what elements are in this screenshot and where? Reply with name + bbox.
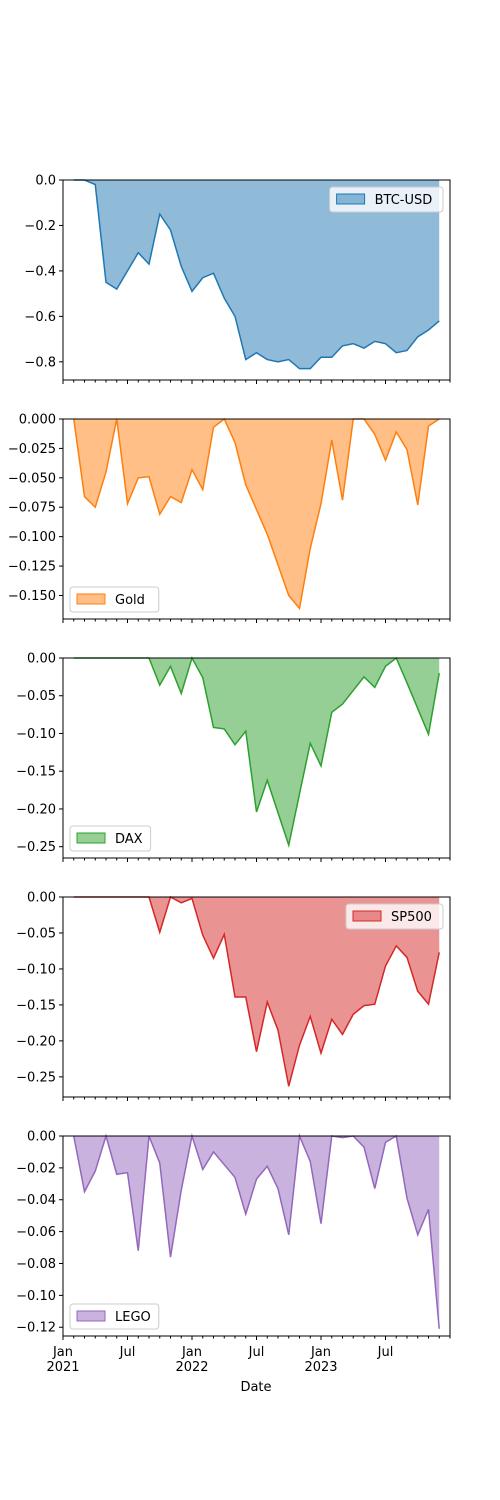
panel-dax: 0.00 −0.05 −0.10 −0.15 −0.20 −0.25 DAX bbox=[16, 652, 451, 862]
y-tick-label: −0.25 bbox=[16, 840, 56, 855]
y-tick-label: −0.8 bbox=[24, 355, 56, 370]
y-tick-label: −0.4 bbox=[24, 264, 56, 279]
y-tick-label: −0.100 bbox=[8, 530, 56, 545]
legend-dax: DAX bbox=[69, 825, 152, 852]
legend-swatch bbox=[76, 593, 106, 605]
legend-swatch bbox=[352, 910, 382, 922]
legend-swatch bbox=[76, 832, 106, 844]
y-tick-label: −0.075 bbox=[8, 501, 56, 516]
line-btc-usd bbox=[73, 179, 440, 370]
x-tick-label: Jul bbox=[119, 1345, 136, 1360]
y-tick-label: −0.10 bbox=[16, 962, 56, 977]
legend-btc-usd: BTC-USD bbox=[329, 186, 444, 213]
panel-lego: 0.00 −0.02 −0.04 −0.06 −0.08 −0.10 −0.12 LEGO bbox=[16, 1130, 451, 1340]
y-tick-label: 0.00 bbox=[27, 1130, 56, 1145]
legend-box bbox=[345, 903, 444, 930]
panel-sp500: 0.00 −0.05 −0.10 −0.15 −0.20 −0.25 SP500 bbox=[16, 891, 451, 1101]
y-tick-label: 0.00 bbox=[27, 652, 56, 667]
y-tick-label: 0.00 bbox=[27, 891, 56, 906]
area-btc-usd bbox=[73, 180, 440, 369]
legend-swatch bbox=[336, 193, 366, 205]
x-tick-year-label: 2023 bbox=[304, 1360, 337, 1375]
legend-sp500: SP500 bbox=[345, 903, 444, 930]
y-tick-label: −0.10 bbox=[16, 1289, 56, 1304]
y-tick-label: −0.02 bbox=[16, 1161, 56, 1176]
area-lego bbox=[73, 1136, 440, 1329]
y-tick-label: 0.0 bbox=[35, 174, 56, 189]
panel-gold: 0.000 −0.025 −0.050 −0.075 −0.100 −0.125 −0.15… bbox=[8, 413, 451, 623]
legend-box bbox=[69, 825, 152, 852]
y-tick-label: −0.05 bbox=[16, 689, 56, 704]
x-tick-label: Jan bbox=[181, 1345, 202, 1360]
x-tick-label: Jul bbox=[248, 1345, 265, 1360]
x-tick-year-label: 2021 bbox=[46, 1360, 79, 1375]
y-tick-label: −0.025 bbox=[8, 442, 56, 457]
chart-panels: 0.0 −0.2 −0.4 −0.6 −0.8 BTC-USD 0.000 −0.025 −0.… bbox=[8, 174, 451, 1340]
area-sp500 bbox=[73, 897, 440, 1087]
y-tick-label: −0.125 bbox=[8, 560, 56, 575]
legend-label: LEGO bbox=[115, 1310, 151, 1325]
y-tick-label: −0.20 bbox=[16, 802, 56, 817]
line-gold bbox=[73, 417, 440, 611]
legend-box bbox=[329, 186, 444, 213]
legend-box bbox=[69, 1303, 160, 1330]
y-tick-label: −0.12 bbox=[16, 1321, 56, 1336]
y-tick-label: −0.050 bbox=[8, 471, 56, 486]
legend-label: Gold bbox=[115, 593, 145, 608]
y-tick-label: −0.2 bbox=[24, 219, 56, 234]
legend-lego: LEGO bbox=[69, 1303, 160, 1330]
x-tick-year-label: 2022 bbox=[175, 1360, 208, 1375]
area-dax bbox=[73, 658, 440, 846]
y-tick-label: −0.20 bbox=[16, 1034, 56, 1049]
y-tick-label: −0.15 bbox=[16, 998, 56, 1013]
y-tick-label: −0.06 bbox=[16, 1225, 56, 1240]
y-tick-label: −0.15 bbox=[16, 765, 56, 780]
y-tick-label: 0.000 bbox=[19, 413, 56, 428]
y-tick-label: −0.04 bbox=[16, 1193, 56, 1208]
legend-label: BTC-USD bbox=[375, 193, 433, 208]
y-tick-label: −0.6 bbox=[24, 310, 56, 325]
legend-label: SP500 bbox=[391, 910, 432, 925]
legend-swatch bbox=[76, 1310, 106, 1322]
panel-btc-usd: 0.0 −0.2 −0.4 −0.6 −0.8 BTC-USD bbox=[24, 174, 451, 384]
legend-gold: Gold bbox=[69, 586, 160, 613]
y-tick-label: −0.08 bbox=[16, 1257, 56, 1272]
x-tick-label: Jan bbox=[52, 1345, 73, 1360]
legend-box bbox=[69, 586, 160, 613]
y-tick-label: −0.25 bbox=[16, 1070, 56, 1085]
x-axis-label: Date bbox=[240, 1380, 271, 1395]
y-tick-label: −0.05 bbox=[16, 926, 56, 941]
x-tick-label: Jan bbox=[310, 1345, 331, 1360]
area-gold bbox=[73, 419, 440, 609]
legend-label: DAX bbox=[115, 832, 143, 847]
x-tick-label: Jul bbox=[377, 1345, 394, 1360]
y-tick-label: −0.150 bbox=[8, 589, 56, 604]
y-tick-label: −0.10 bbox=[16, 727, 56, 742]
line-lego bbox=[73, 1133, 440, 1329]
